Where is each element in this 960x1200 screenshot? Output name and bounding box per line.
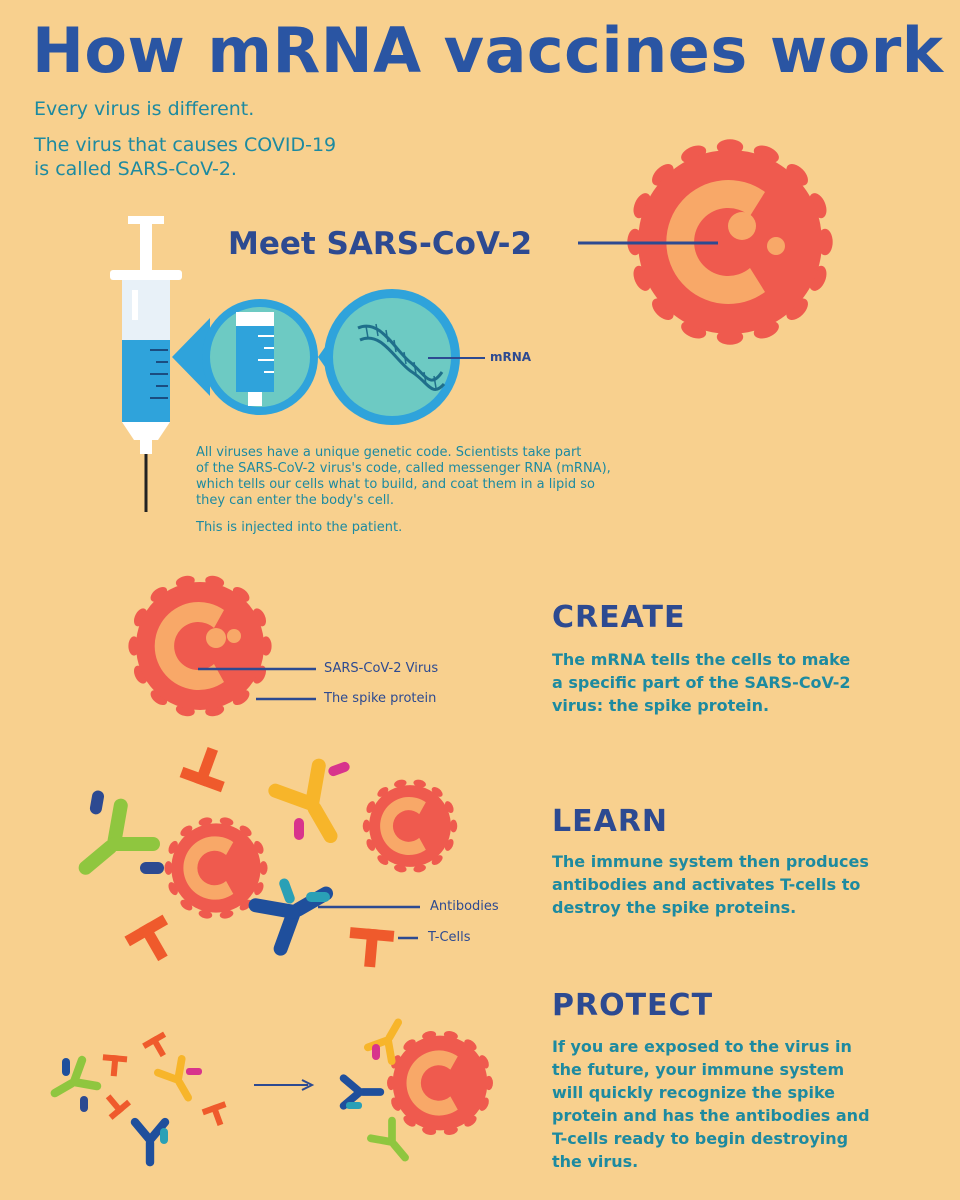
learn-line-1: The immune system then produces xyxy=(552,852,869,871)
label-spike-protein: The spike protein xyxy=(324,691,437,706)
intro-line-2b: is called SARS-CoV-2. xyxy=(34,158,237,180)
learn-line-2: antibodies and activates T-cells to xyxy=(552,875,861,894)
label-tcells: T-Cells xyxy=(428,930,471,945)
label-antibodies: Antibodies xyxy=(430,899,499,914)
main-virus-icon xyxy=(627,139,833,345)
antibody-green-icon xyxy=(57,790,167,900)
mrna-label: mRNA xyxy=(490,350,532,364)
intro-line-2a: The virus that causes COVID-19 xyxy=(34,134,337,156)
learn-virus-right-icon xyxy=(362,779,458,873)
protect-line-3: will quickly recognize the spike xyxy=(552,1083,836,1102)
protect-heading: PROTECT xyxy=(552,988,714,1023)
protect-line-5: T-cells ready to begin destroying xyxy=(552,1129,849,1148)
create-line-3: virus: the spike protein. xyxy=(552,696,770,715)
learn-line-3: destroy the spike proteins. xyxy=(552,898,797,917)
mrna-bubble-icon xyxy=(324,289,485,425)
desc-line-1: All viruses have a unique genetic code. … xyxy=(196,445,582,460)
learn-illustration xyxy=(57,741,458,970)
protect-line-2: the future, your immune system xyxy=(552,1060,845,1079)
page-title: How mRNA vaccines work xyxy=(32,14,944,87)
desc-line-2: of the SARS-CoV-2 virus's code, called m… xyxy=(196,461,611,476)
create-heading: CREATE xyxy=(552,600,686,635)
create-line-2: a specific part of the SARS-CoV-2 xyxy=(552,673,851,692)
protect-line-6: the virus. xyxy=(552,1152,639,1171)
desc-line-4: they can enter the body's cell. xyxy=(196,493,395,508)
tcell-icon-1 xyxy=(179,741,234,793)
label-sars-virus: SARS-CoV-2 Virus xyxy=(324,661,439,676)
learn-heading: LEARN xyxy=(552,804,669,839)
tcell-icon-2 xyxy=(124,914,182,970)
intro-line-1: Every virus is different. xyxy=(34,98,255,120)
create-virus-icon xyxy=(128,575,272,717)
desc-line-3: which tells our cells what to build, and… xyxy=(196,477,595,492)
syringe-icon xyxy=(110,216,182,512)
create-line-1: The mRNA tells the cells to make xyxy=(552,650,851,669)
protect-line-4: protein and has the antibodies and xyxy=(552,1106,870,1125)
protect-illustration xyxy=(40,1009,493,1173)
meet-heading: Meet SARS-CoV-2 xyxy=(228,226,533,262)
tcell-icon-3 xyxy=(347,927,395,969)
learn-virus-left-icon xyxy=(164,817,268,919)
protect-line-1: If you are exposed to the virus in xyxy=(552,1037,852,1056)
desc-injected: This is injected into the patient. xyxy=(196,520,403,535)
protect-virus-icon xyxy=(387,1031,493,1135)
vial-bubble-icon xyxy=(172,299,330,415)
